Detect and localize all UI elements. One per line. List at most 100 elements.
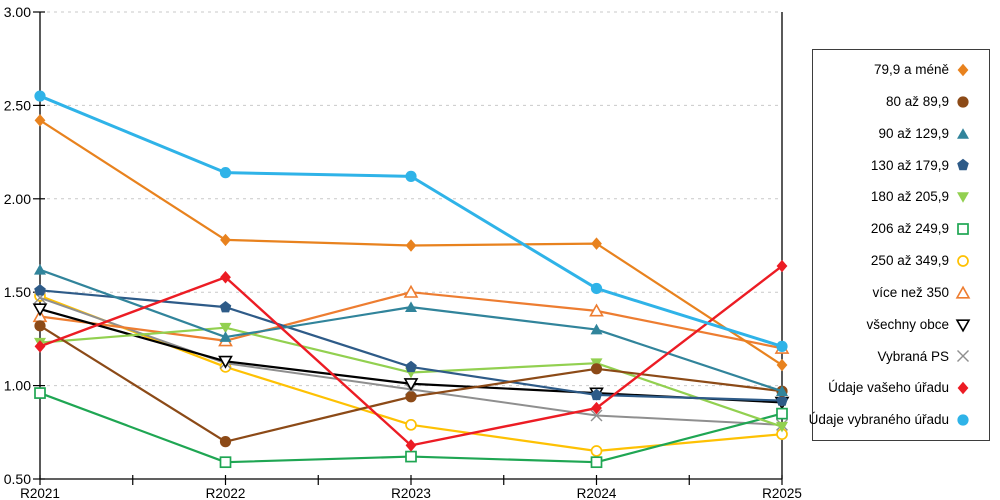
legend-item-vsechny-obce: všechny obce bbox=[813, 311, 989, 339]
legend-label: všechny obce bbox=[866, 316, 949, 332]
x-tick-label-r2021: R2021 bbox=[20, 486, 60, 500]
legend-label: 80 až 89,9 bbox=[885, 93, 949, 109]
y-tick-label: 2.50 bbox=[4, 97, 31, 113]
marker-circle-filled-icon bbox=[590, 363, 603, 375]
legend-item-80-az-89-9: 80 až 89,9 bbox=[813, 88, 989, 116]
y-tick-label: 3.00 bbox=[4, 4, 31, 20]
legend-label: 180 až 205,9 bbox=[870, 189, 949, 205]
x-tick-label-r2025: R2025 bbox=[762, 486, 802, 500]
marker-diamond-filled-icon bbox=[957, 63, 969, 77]
marker-triangle-down-filled-icon bbox=[776, 421, 788, 433]
legend-item-udaje-vaseho-uradu: Údaje vašeho úřadu bbox=[813, 374, 989, 402]
legend-marker-triangle-down-open-icon bbox=[955, 318, 971, 332]
x-tick-label-r2022: R2022 bbox=[206, 486, 246, 500]
marker-circle-open-icon bbox=[957, 255, 969, 267]
legend-marker-triangle-up-filled-icon bbox=[957, 127, 969, 139]
marker-circle-open-icon bbox=[405, 418, 417, 431]
marker-circle-filled-icon bbox=[405, 170, 417, 182]
marker-square-open-icon bbox=[405, 450, 417, 463]
legend-marker-diamond-filled-icon bbox=[957, 381, 969, 395]
marker-triangle-up-filled-icon bbox=[776, 385, 788, 397]
marker-circle-filled-icon bbox=[219, 436, 232, 448]
marker-triangle-down-filled-icon bbox=[219, 322, 232, 334]
legend-item-udaje-vybraneho-uradu: Údaje vybraného úřadu bbox=[809, 406, 989, 434]
legend-item-130-az-179-9: 130 až 179,9 bbox=[813, 151, 989, 179]
legend-label: Vybraná PS bbox=[877, 348, 949, 364]
legend-marker-circle-filled-icon bbox=[957, 96, 969, 108]
marker-pentagon-filled-icon bbox=[590, 388, 603, 401]
legend-marker-square-open-icon bbox=[957, 223, 969, 235]
legend-label: více než 350 bbox=[872, 284, 949, 300]
marker-triangle-down-open-icon bbox=[955, 318, 971, 332]
marker-circle-filled-icon bbox=[34, 320, 46, 332]
marker-diamond-filled-icon bbox=[405, 439, 417, 452]
marker-triangle-down-open-icon bbox=[218, 355, 233, 369]
marker-triangle-down-open-icon bbox=[403, 378, 419, 392]
marker-circle-filled-icon bbox=[776, 340, 788, 352]
marker-pentagon-filled-icon bbox=[776, 394, 788, 406]
marker-circle-filled-icon bbox=[957, 414, 969, 426]
marker-diamond-filled-icon bbox=[220, 271, 231, 284]
marker-diamond-filled-icon bbox=[591, 401, 602, 415]
legend-marker-circle-filled-icon bbox=[957, 414, 969, 426]
series-vice-nez-350 bbox=[32, 284, 790, 354]
legend-item-206-az-249-9: 206 až 249,9 bbox=[813, 215, 989, 243]
legend-label: Údaje vybraného úřadu bbox=[808, 412, 949, 428]
legend-item-250-az-349-9: 250 až 349,9 bbox=[813, 247, 989, 275]
legend-marker-triangle-up-open-icon bbox=[955, 285, 971, 299]
legend-marker-x-icon bbox=[957, 350, 969, 363]
marker-pentagon-filled-icon bbox=[34, 284, 46, 296]
legend-item-90-az-129-9: 90 až 129,9 bbox=[813, 120, 989, 148]
marker-square-open-icon bbox=[34, 387, 46, 399]
marker-square-open-icon bbox=[957, 223, 969, 235]
x-tick-label-r2023: R2023 bbox=[391, 486, 431, 500]
marker-circle-filled-icon bbox=[405, 391, 417, 403]
marker-triangle-up-filled-icon bbox=[34, 263, 46, 275]
legend-label: 130 až 179,9 bbox=[870, 157, 949, 173]
legend-label: Údaje vašeho úřadu bbox=[828, 380, 949, 396]
series-90-az-129-9 bbox=[34, 263, 788, 397]
series-79-9-a-mene bbox=[34, 114, 788, 372]
legend-item-180-az-205-9: 180 až 205,9 bbox=[813, 183, 989, 211]
marker-diamond-filled-icon bbox=[776, 259, 788, 273]
legend-label: 79,9 a méně bbox=[873, 62, 949, 78]
marker-diamond-filled-icon bbox=[776, 358, 788, 372]
marker-triangle-up-filled-icon bbox=[219, 331, 232, 342]
chart-legend: 79,9 a méně 80 až 89,9 90 až 129,9 130 až 1… bbox=[809, 49, 990, 441]
marker-diamond-filled-icon bbox=[405, 239, 417, 252]
marker-triangle-up-filled-icon bbox=[957, 127, 969, 139]
marker-diamond-filled-icon bbox=[591, 237, 602, 250]
marker-square-open-icon bbox=[219, 456, 232, 469]
marker-diamond-filled-icon bbox=[34, 114, 46, 127]
series-udaje-vybraneho-uradu bbox=[34, 90, 788, 352]
marker-triangle-up-filled-icon bbox=[590, 323, 603, 335]
y-tick-label: 1.50 bbox=[4, 284, 31, 300]
legend-label: 206 až 249,9 bbox=[870, 221, 949, 237]
marker-triangle-up-open-icon bbox=[403, 284, 419, 298]
marker-circle-filled-icon bbox=[590, 282, 603, 295]
marker-diamond-filled-icon bbox=[220, 233, 231, 247]
marker-triangle-up-open-icon bbox=[589, 303, 604, 317]
marker-pentagon-filled-icon bbox=[405, 360, 417, 373]
y-tick-label: 1.00 bbox=[4, 378, 31, 394]
marker-square-open-icon bbox=[590, 456, 603, 469]
marker-triangle-up-filled-icon bbox=[405, 301, 417, 312]
legend-marker-triangle-down-filled-icon bbox=[957, 192, 969, 204]
marker-triangle-up-open-icon bbox=[955, 285, 971, 299]
legend-marker-circle-open-icon bbox=[957, 255, 969, 267]
marker-x-icon bbox=[590, 409, 603, 422]
legend-marker-diamond-filled-icon bbox=[957, 63, 969, 77]
marker-square-open-icon bbox=[776, 407, 788, 420]
marker-diamond-filled-icon bbox=[34, 340, 46, 353]
series-206-az-249-9 bbox=[34, 387, 788, 469]
legend-item-79-9-a-mene: 79,9 a méně bbox=[813, 56, 989, 84]
marker-circle-filled-icon bbox=[34, 90, 46, 102]
legend-item-vybrana-ps: Vybraná PS bbox=[813, 342, 989, 370]
legend-marker-pentagon-filled-icon bbox=[957, 159, 969, 171]
y-tick-label: 0.50 bbox=[4, 471, 31, 487]
marker-diamond-filled-icon bbox=[957, 381, 969, 395]
marker-circle-filled-icon bbox=[957, 96, 969, 108]
marker-pentagon-filled-icon bbox=[219, 300, 232, 313]
